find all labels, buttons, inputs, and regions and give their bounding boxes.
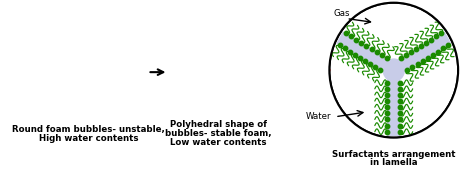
- Polygon shape: [219, 44, 254, 86]
- Text: in lamella: in lamella: [370, 158, 418, 167]
- Polygon shape: [255, 110, 290, 152]
- Text: Round foam bubbles- unstable,: Round foam bubbles- unstable,: [12, 125, 165, 134]
- Polygon shape: [147, 110, 182, 152]
- Polygon shape: [219, 110, 254, 152]
- Ellipse shape: [101, 31, 122, 49]
- Polygon shape: [273, 77, 308, 119]
- Ellipse shape: [112, 55, 132, 73]
- Text: High water contents: High water contents: [39, 134, 138, 143]
- Circle shape: [329, 3, 458, 138]
- Ellipse shape: [51, 36, 70, 53]
- Ellipse shape: [78, 77, 99, 95]
- Polygon shape: [183, 110, 218, 152]
- Polygon shape: [255, 44, 290, 86]
- Text: Water: Water: [305, 112, 331, 121]
- Ellipse shape: [55, 80, 73, 96]
- Polygon shape: [337, 31, 397, 76]
- Polygon shape: [147, 44, 182, 86]
- Ellipse shape: [94, 10, 115, 27]
- Ellipse shape: [119, 17, 137, 34]
- Polygon shape: [165, 77, 200, 119]
- Ellipse shape: [85, 54, 107, 73]
- Text: Gas: Gas: [333, 9, 350, 18]
- Circle shape: [383, 58, 405, 82]
- Ellipse shape: [125, 38, 142, 54]
- Polygon shape: [391, 31, 451, 76]
- Polygon shape: [237, 77, 272, 119]
- Polygon shape: [201, 77, 236, 119]
- Ellipse shape: [93, 98, 113, 114]
- Polygon shape: [387, 70, 401, 136]
- Ellipse shape: [128, 77, 145, 93]
- Ellipse shape: [75, 33, 96, 52]
- Text: Surfactants arrangement: Surfactants arrangement: [332, 150, 456, 159]
- Polygon shape: [183, 44, 218, 86]
- Ellipse shape: [70, 99, 88, 115]
- Text: bubbles- stable foam,: bubbles- stable foam,: [165, 129, 272, 138]
- Ellipse shape: [67, 14, 86, 31]
- Text: Low water contents: Low water contents: [170, 138, 267, 147]
- Ellipse shape: [62, 57, 82, 75]
- Text: Polyhedral shape of: Polyhedral shape of: [170, 120, 267, 129]
- Ellipse shape: [104, 77, 125, 95]
